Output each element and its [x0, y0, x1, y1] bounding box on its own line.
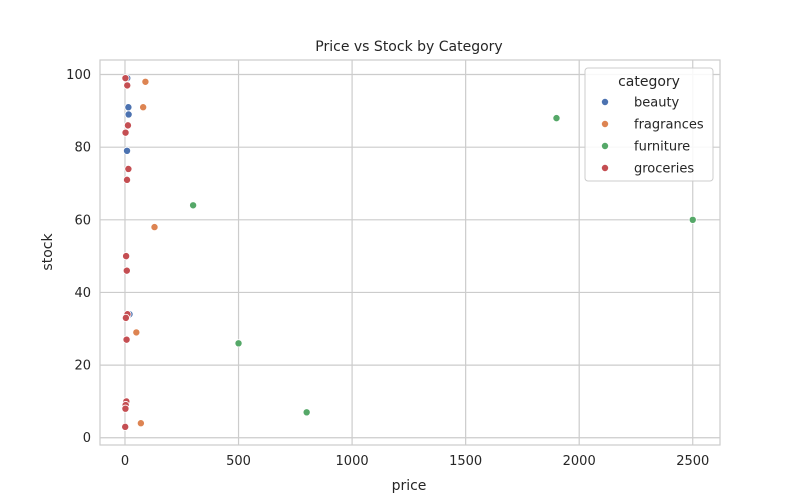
scatter-point-groceries — [122, 252, 131, 261]
scatter-point-furniture — [234, 339, 243, 348]
scatter-point-groceries — [121, 404, 130, 413]
legend-marker-groceries — [601, 163, 610, 172]
scatter-point-beauty — [124, 110, 133, 119]
legend-box — [584, 67, 714, 182]
legend-items: beauty fragrances furniture groceries — [601, 96, 704, 177]
scatter-point-furniture — [302, 408, 311, 417]
x-tick-label: 0 — [121, 454, 129, 469]
legend: category beauty fragrances furniture grocer… — [584, 67, 714, 182]
legend-label-groceries: groceries — [634, 162, 694, 177]
scatter-point-groceries — [123, 175, 132, 184]
scatter-point-groceries — [121, 313, 130, 322]
scatter-point-groceries — [124, 164, 133, 173]
scatter-point-furniture — [189, 201, 198, 210]
scatter-point-groceries — [123, 81, 132, 90]
scatter-point-furniture — [688, 215, 697, 224]
legend-marker-furniture — [601, 141, 610, 150]
legend-label-fragrances: fragrances — [634, 118, 704, 133]
scatter-point-fragrances — [150, 223, 159, 232]
x-tick-label: 2500 — [676, 454, 709, 469]
y-tick-label: 80 — [74, 141, 91, 156]
y-tick-label: 40 — [74, 286, 91, 301]
scatter-point-furniture — [552, 114, 561, 123]
y-tick-label: 0 — [83, 431, 91, 446]
scatter-point-groceries — [122, 335, 131, 344]
scatter-point-beauty — [123, 146, 132, 155]
chart-title: Price vs Stock by Category — [315, 39, 502, 55]
y-tick-label: 100 — [66, 68, 91, 83]
scatter-point-groceries — [122, 266, 131, 275]
scatter-point-fragrances — [139, 103, 148, 112]
scatter-point-fragrances — [136, 419, 145, 428]
scatter-point-groceries — [121, 74, 130, 83]
scatter-point-groceries — [121, 422, 130, 431]
x-axis-label: price — [392, 478, 427, 494]
x-tick-label: 2000 — [563, 454, 596, 469]
legend-label-furniture: furniture — [634, 140, 690, 155]
y-tick-label: 20 — [74, 359, 91, 374]
x-tick-label: 1000 — [336, 454, 369, 469]
scatter-point-groceries — [121, 128, 130, 137]
y-tick-label: 60 — [74, 213, 91, 228]
x-tick-label: 1500 — [449, 454, 482, 469]
y-axis-label: stock — [40, 233, 56, 271]
legend-title: category — [618, 74, 680, 90]
legend-marker-fragrances — [601, 120, 610, 129]
legend-label-beauty: beauty — [634, 96, 680, 111]
data-points — [121, 74, 697, 431]
scatter-point-fragrances — [141, 77, 150, 86]
scatter-point-beauty — [124, 103, 133, 112]
scatter-point-fragrances — [132, 328, 141, 337]
y-axis-ticks: 0 20 40 60 80 100 — [66, 68, 91, 446]
x-axis-ticks: 0 500 1000 1500 2000 2500 — [121, 454, 709, 469]
x-tick-label: 500 — [226, 454, 251, 469]
scatter-point-groceries — [123, 121, 132, 130]
legend-marker-beauty — [601, 98, 610, 107]
